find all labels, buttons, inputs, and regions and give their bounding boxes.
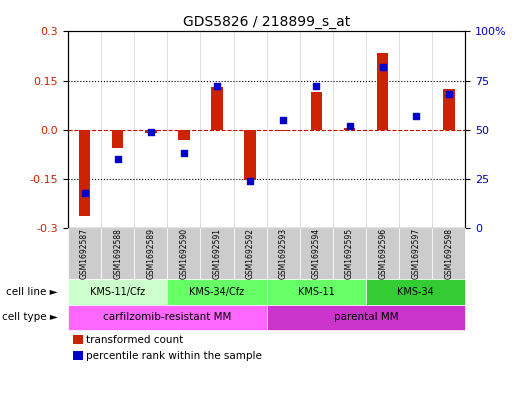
Text: GSM1692596: GSM1692596: [378, 228, 387, 279]
Text: GSM1692591: GSM1692591: [212, 228, 222, 279]
Text: GSM1692592: GSM1692592: [246, 228, 255, 279]
Point: [180, 150, 188, 156]
Bar: [443, 89, 454, 130]
Text: GSM1692593: GSM1692593: [279, 228, 288, 279]
Point: [312, 83, 321, 90]
Point: [146, 129, 155, 135]
Bar: [178, 130, 190, 140]
Bar: [211, 87, 223, 130]
Bar: [377, 53, 389, 130]
Point: [213, 83, 221, 90]
Text: GSM1692597: GSM1692597: [411, 228, 420, 279]
Text: GSM1692598: GSM1692598: [445, 228, 453, 279]
Text: KMS-11: KMS-11: [298, 287, 335, 297]
Point: [279, 117, 288, 123]
Point: [113, 156, 122, 162]
Text: GSM1692587: GSM1692587: [80, 228, 89, 279]
Point: [345, 123, 354, 129]
Text: GSM1692589: GSM1692589: [146, 228, 155, 279]
Text: GSM1692590: GSM1692590: [179, 228, 188, 279]
Text: KMS-11/Cfz: KMS-11/Cfz: [90, 287, 145, 297]
Text: cell type ►: cell type ►: [2, 312, 58, 322]
Point: [246, 178, 254, 184]
Bar: [145, 130, 156, 133]
Text: percentile rank within the sample: percentile rank within the sample: [86, 351, 262, 361]
Bar: [112, 130, 123, 148]
Bar: [79, 130, 90, 217]
Point: [412, 113, 420, 119]
Point: [445, 91, 453, 97]
Text: GSM1692594: GSM1692594: [312, 228, 321, 279]
Text: KMS-34: KMS-34: [397, 287, 434, 297]
Text: transformed count: transformed count: [86, 335, 184, 345]
Text: GSM1692588: GSM1692588: [113, 228, 122, 279]
Text: KMS-34/Cfz: KMS-34/Cfz: [189, 287, 245, 297]
Point: [379, 64, 387, 70]
Bar: [244, 130, 256, 180]
Point: [81, 189, 89, 196]
Title: GDS5826 / 218899_s_at: GDS5826 / 218899_s_at: [183, 15, 350, 29]
Text: parental MM: parental MM: [334, 312, 399, 322]
Bar: [344, 128, 355, 130]
Text: carfilzomib-resistant MM: carfilzomib-resistant MM: [103, 312, 232, 322]
Bar: [311, 92, 322, 130]
Bar: [278, 130, 289, 131]
Text: cell line ►: cell line ►: [6, 287, 58, 297]
Text: GSM1692595: GSM1692595: [345, 228, 354, 279]
